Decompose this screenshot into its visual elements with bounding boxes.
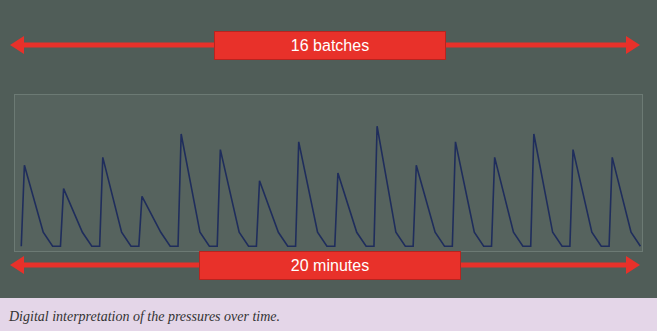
svg-text:20 minutes: 20 minutes	[291, 257, 369, 274]
svg-text:16 batches: 16 batches	[291, 37, 369, 54]
svg-text:Digital interpretation of the: Digital interpretation of the pressures …	[8, 309, 280, 324]
